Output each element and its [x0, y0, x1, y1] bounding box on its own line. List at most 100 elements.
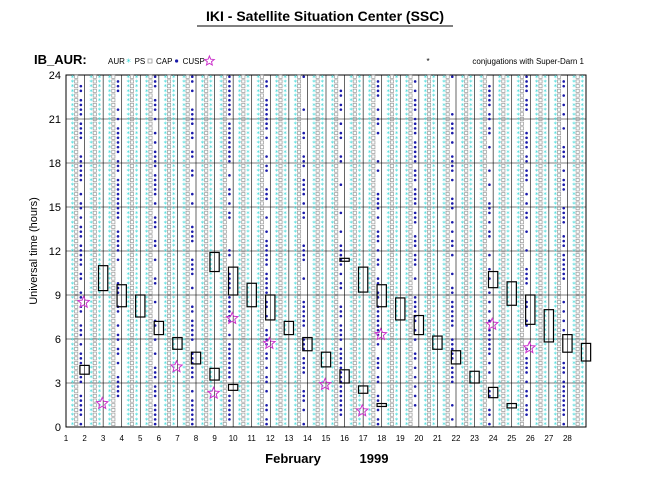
aur-point: *: [312, 261, 316, 269]
ps-point: [297, 201, 302, 206]
aur-point: *: [134, 97, 138, 105]
aur-point: *: [145, 290, 149, 298]
aur-point: *: [386, 365, 390, 373]
ps-point: [427, 328, 432, 333]
aur-point: *: [256, 365, 260, 373]
aur-point: *: [209, 369, 213, 377]
ps-point: [427, 271, 432, 276]
ps-point: [297, 229, 302, 234]
aur-point: *: [256, 243, 260, 251]
ps-point: [408, 389, 413, 394]
ps-point: [148, 375, 153, 380]
aur-point: *: [145, 247, 149, 255]
aur-point: *: [134, 229, 138, 237]
ps-point: [204, 393, 209, 398]
aur-point: *: [89, 168, 93, 176]
aur-point: *: [498, 421, 502, 429]
ps-point: [222, 201, 227, 206]
aur-point: *: [368, 271, 372, 279]
aur-point: *: [405, 369, 409, 377]
cap-point: [153, 408, 157, 412]
aur-point: *: [432, 233, 436, 241]
ps-point: [482, 140, 487, 145]
aur-point: *: [320, 351, 324, 359]
aur-point: *: [469, 172, 473, 180]
aur-point: *: [209, 285, 213, 293]
cap-point: [79, 206, 83, 210]
ps-point: [445, 154, 450, 159]
aur-point: *: [209, 290, 213, 298]
aur-point: *: [293, 365, 297, 373]
ps-point: [445, 300, 450, 304]
ps-point: [408, 384, 413, 389]
aur-point: *: [330, 196, 334, 204]
ps-point: [241, 379, 246, 384]
ps-point: [241, 88, 246, 93]
aur-point: *: [394, 205, 398, 213]
aur-point: *: [469, 346, 473, 354]
aur-point: *: [163, 74, 167, 82]
cap-point: [302, 324, 306, 327]
ps-point: [482, 234, 487, 239]
aur-point: *: [293, 229, 297, 237]
ps-point: [74, 112, 79, 117]
aur-point: *: [368, 393, 372, 401]
cap-point: [488, 235, 491, 238]
ps-point: [297, 281, 302, 286]
ps-point: [464, 262, 469, 267]
aur-point: *: [283, 111, 287, 119]
ps-point: [129, 412, 134, 417]
ps-point: [111, 361, 116, 366]
cap-point: [265, 272, 268, 276]
cap-point: [339, 366, 343, 370]
cap-point: [153, 385, 157, 388]
aur-point: *: [432, 398, 436, 406]
aur-point: *: [246, 97, 250, 105]
aur-point: *: [246, 407, 250, 415]
ps-point: [92, 318, 97, 323]
aur-point: *: [442, 149, 446, 157]
aur-point: *: [405, 186, 409, 194]
aur-point: *: [479, 177, 483, 185]
aur-point: *: [423, 93, 427, 101]
aur-point: *: [469, 416, 473, 424]
ps-point: [241, 224, 246, 229]
aur-point: *: [283, 177, 287, 185]
aur-point: *: [394, 74, 398, 82]
cap-point: [79, 136, 83, 140]
ps-point: [185, 74, 190, 79]
ps-point: [371, 286, 376, 290]
ps-point: [185, 215, 190, 220]
ps-point: [129, 220, 134, 225]
aur-point: *: [145, 365, 149, 373]
aur-point: *: [238, 107, 242, 115]
orbit-track: ****************************************…: [283, 74, 287, 429]
aur-point: *: [357, 125, 361, 133]
aur-point: *: [405, 355, 409, 363]
ps-point: [427, 112, 432, 117]
aur-point: *: [460, 111, 464, 119]
ps-point: [427, 398, 432, 403]
aur-point: *: [283, 323, 287, 331]
aur-point: *: [89, 182, 93, 190]
ps-point: [427, 126, 432, 131]
ps-point: [92, 145, 97, 150]
aur-point: *: [256, 416, 260, 424]
ps-point: [408, 403, 413, 408]
aur-point: *: [256, 247, 260, 255]
aur-point: *: [283, 215, 287, 223]
aur-point: *: [386, 144, 390, 152]
aur-point: *: [70, 243, 74, 251]
aur-point: *: [405, 88, 409, 96]
aur-point: *: [134, 210, 138, 218]
aur-point: *: [469, 290, 473, 298]
aur-point: *: [246, 191, 250, 199]
ps-point: [278, 159, 283, 164]
aur-point: *: [97, 88, 101, 96]
aur-point: *: [432, 111, 436, 119]
ps-point: [185, 257, 190, 262]
aur-point: *: [394, 233, 398, 241]
ps-point: [74, 365, 79, 370]
aur-point: *: [357, 168, 361, 176]
ps-point: [352, 347, 357, 351]
